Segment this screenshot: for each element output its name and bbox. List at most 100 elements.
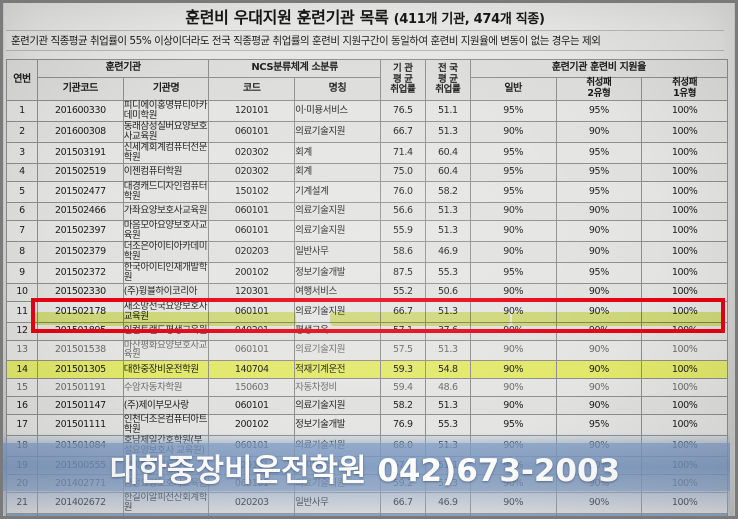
cell-type1-rate: 100% (641, 300, 728, 323)
contact-banner-text: 대한중장비운전학원 042)673-2003 (109, 452, 621, 489)
cell-ncs-name: 정보기술개발 (294, 414, 381, 437)
cell-institution-name: (주)윙블하이코리아 (122, 282, 210, 302)
cell-national-avg: 51.3 (424, 396, 471, 416)
cell-ncs-name: 임상지원 (294, 513, 381, 519)
cell-institution-code: 201600308 (37, 120, 124, 143)
cell-institution-avg: 56.6 (379, 201, 426, 221)
cell-general-rate: 90% (469, 120, 557, 143)
header-type1-line1: 취성패 (672, 77, 698, 89)
cell-institution-name: 마산평화요양보호사교육원 (122, 339, 210, 362)
cell-national-avg: 51.1 (424, 100, 471, 122)
cell-national-avg: 60.4 (424, 162, 471, 182)
cell-type1-rate: 100% (641, 162, 728, 182)
cell-seq: 4 (6, 162, 38, 182)
cell-institution-name: 한국아이티인재개발학원 (122, 261, 210, 284)
cell-ncs-code: 020302 (208, 141, 296, 164)
cell-ncs-name: 의료기술지원 (294, 219, 381, 242)
header-institution-group: 훈련기관 (36, 59, 210, 78)
table-row[interactable]: 12 201501895 인컴트랜드평생교육원 040201 평생교육 57.1 37.6 9… (6, 321, 728, 341)
header-nat-avg-line2: 평 균 (438, 73, 458, 85)
cell-institution-avg: 59.4 (379, 378, 426, 398)
cell-type2-rate: 90% (555, 321, 643, 341)
cell-ncs-name: 적재기계운전 (294, 360, 381, 380)
cell-institution-name: 신세계회계컴퓨터전문학원 (122, 141, 210, 164)
table-row[interactable]: 17 201501111 인천더조은컴퓨터아트학원 200102 정보기술개발 76.9 5… (6, 414, 728, 437)
header-nat-avg-line1: 전 국 (438, 63, 458, 75)
cell-institution-name: 대한중장비운전학원 (122, 360, 210, 380)
table-row[interactable]: 15 201501191 수암자동차학원 150603 자동차정비 59.4 48.6 90%… (6, 378, 728, 398)
cell-ncs-name: 회계 (294, 141, 381, 164)
cell-type2-rate: 95% (555, 180, 643, 203)
cell-type1-rate: 100% (641, 360, 728, 380)
cell-institution-avg: 58.6 (379, 240, 426, 263)
table-row[interactable]: 10 201502330 (주)윙블하이코리아 120301 여행서비스 55.2 50.6… (6, 282, 728, 302)
table-row[interactable]: 14 201501305 대한중장비운전학원 140704 적재기계운전 59.3 54.8… (6, 360, 728, 380)
table-header-row-group: 연번 훈련기관 NCS분류체계 소분류 기 관 평 균 취업률 전 국 평 (6, 59, 729, 101)
cell-seq: 9 (6, 261, 38, 284)
cell-type2-rate: 95% (555, 513, 643, 519)
table-header-row-sub: 기관코드 기관명 코드 명칭 일반 취성패 2유형 취성패 1유 (7, 77, 728, 101)
cell-ncs-name: 일반사무 (294, 240, 381, 263)
title-main-text: 훈련비 우대지원 훈련기관 목록 (185, 8, 389, 27)
cell-institution-avg: 73.9 (379, 513, 426, 519)
cell-institution-code: 201502178 (37, 300, 124, 323)
header-type2-rate: 취성패 2유형 (555, 77, 643, 101)
table-row[interactable]: 9 201502372 한국아이티인재개발학원 200102 정보기술개발 87.5 55.… (6, 261, 728, 284)
table-row[interactable]: 21 201402672 한길이알피전산회계학원 020203 일반사무 66.7 46.9… (6, 492, 728, 515)
cell-institution-name: 한길이알피전산회계학원 (122, 492, 210, 515)
header-inst-avg-line3: 취업률 (390, 84, 416, 96)
table-row[interactable]: 5 201502477 대경캐드디자인컴퓨터학원 150102 기계설계 76.0 58.2… (6, 180, 728, 203)
table-row[interactable]: 2 201600308 동래삼성실버요양보호사교육원 060101 의료기술지원 66.7… (6, 120, 728, 143)
cell-institution-name: 마음모아요양보호사교육원 (122, 219, 210, 242)
cell-national-avg: 51.3 (424, 300, 471, 323)
cell-general-rate: 90% (469, 321, 557, 341)
table-row[interactable]: 1 201600330 피디에이홍명뷰티아카데미학원 120101 이·미용서비스 76.… (6, 100, 728, 122)
table-row[interactable]: 7 201502397 마음모아요양보호사교육원 060101 의료기술지원 55.9 51… (6, 219, 728, 242)
cell-institution-name: 수암자동차학원 (122, 378, 210, 398)
table-row[interactable]: 6 201502466 가좌요양보호사교육원 060101 의료기술지원 56.6 51.3… (6, 201, 728, 221)
table-row[interactable]: 11 201502178 새소망전국요양보호사교육원 060101 의료기술지원 66.7… (6, 300, 728, 323)
cell-type1-rate: 100% (641, 120, 728, 143)
cell-institution-name: 피디에이홍명뷰티아카데미학원 (122, 100, 210, 122)
cell-ncs-code: 140704 (208, 360, 296, 380)
cell-institution-code: 201501147 (37, 396, 124, 416)
cell-institution-code: 201501111 (37, 414, 124, 437)
cell-ncs-code: 060101 (208, 120, 296, 143)
cell-ncs-name: 자동차정비 (294, 378, 381, 398)
cell-institution-name: 인천더조은컴퓨터아트학원 (122, 414, 210, 437)
cell-seq: 12 (6, 321, 38, 341)
table-row[interactable]: 8 201502379 더조은아이티아카데미학원 020203 일반사무 58.6 46.9… (6, 240, 728, 263)
cell-institution-code: 201502330 (37, 282, 124, 302)
cell-seq: 15 (6, 378, 38, 398)
table-row[interactable]: 16 201501147 (주)제이부모사랑 060101 의료기술지원 58.2 51.3… (6, 396, 728, 416)
cell-general-rate: 95% (469, 100, 557, 122)
header-type2-line2: 2유형 (587, 88, 611, 99)
cell-seq: 3 (6, 141, 38, 164)
cell-ncs-name: 일반사무 (294, 492, 381, 515)
cell-ncs-name: 의료기술지원 (294, 201, 381, 221)
cell-type1-rate: 100% (641, 100, 728, 122)
cell-national-avg: 54.8 (424, 360, 471, 380)
cell-type2-rate: 90% (555, 282, 643, 302)
table-row[interactable]: 3 201503191 신세계회계컴퓨터전문학원 020302 회계 71.4 60.4 95… (6, 141, 728, 164)
cell-seq: 1 (6, 100, 38, 122)
header-institution-code: 기관코드 (37, 77, 124, 101)
table-row[interactable]: 22201402660베스트간호학원060204임상지원73.972.395%9… (6, 513, 728, 519)
header-nat-avg-line3: 취업률 (435, 84, 461, 96)
cell-institution-code: 201402672 (37, 492, 124, 515)
cell-ncs-code: 200102 (208, 261, 296, 284)
cell-institution-avg: 59.3 (379, 360, 426, 380)
cell-type2-rate: 90% (555, 360, 643, 380)
cell-ncs-code: 060101 (208, 339, 296, 362)
cell-institution-avg: 71.4 (379, 141, 426, 164)
table-row[interactable]: 13 201501538 마산평화요양보호사교육원 060101 의료기술지원 57.5 5… (6, 339, 728, 362)
table-row[interactable]: 4 201502519 이젠컴퓨터학원 020302 회계 75.0 60.4 95% 95% 1… (6, 162, 728, 182)
cell-type1-rate: 100% (641, 414, 728, 437)
cell-seq: 11 (6, 300, 38, 323)
cell-institution-code: 201503191 (37, 141, 124, 164)
cell-ncs-code: 060101 (208, 201, 296, 221)
header-national-avg-employment: 전 국 평 균 취업률 (424, 59, 471, 101)
cell-general-rate: 95% (469, 414, 557, 437)
cell-ncs-code: 200102 (208, 414, 296, 437)
cell-type2-rate: 95% (555, 162, 643, 182)
